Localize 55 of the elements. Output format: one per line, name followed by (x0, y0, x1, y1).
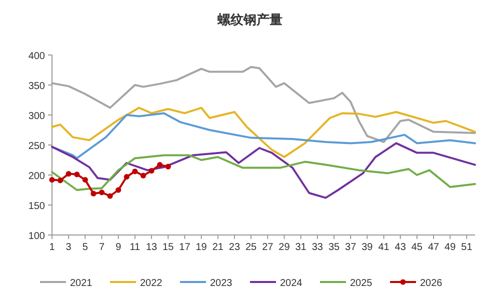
y-tick-label: 350 (28, 81, 46, 92)
x-tick-label: 3 (66, 242, 72, 253)
point (82, 177, 88, 183)
x-tick-label: 31 (295, 242, 307, 253)
point (49, 177, 55, 183)
point (66, 171, 72, 177)
point (98, 190, 105, 196)
point (124, 174, 130, 180)
x-tick-label: 43 (394, 242, 406, 253)
y-tick-label: 100 (28, 231, 46, 242)
point (74, 172, 80, 178)
x-tick-label: 35 (328, 242, 340, 253)
point (116, 187, 122, 193)
x-tick-label: 5 (82, 242, 88, 253)
point (140, 172, 146, 178)
x-tick-label: 7 (98, 242, 105, 253)
point (165, 164, 171, 170)
x-tick-label: 11 (130, 242, 141, 253)
legend-label: 2023 (210, 278, 233, 289)
x-tick-label: 23 (228, 242, 240, 253)
x-tick-label: 19 (196, 242, 208, 253)
x-tick-label: 33 (312, 242, 324, 253)
x-tick-label: 13 (146, 242, 158, 253)
x-tick-label: 9 (116, 242, 122, 253)
x-tick-label: 41 (378, 242, 390, 253)
legend-label: 2024 (280, 278, 303, 289)
x-tick-label: 17 (179, 242, 191, 253)
x-tick-label: 1 (49, 242, 56, 253)
point (57, 178, 64, 184)
x-tick-label: 25 (245, 242, 258, 253)
x-tick-label: 37 (345, 242, 357, 253)
x-tick-label: 47 (428, 242, 440, 253)
legend-label: 2021 (70, 278, 93, 289)
legend-label: 2025 (350, 278, 373, 289)
point (148, 168, 154, 174)
y-tick-label: 250 (28, 141, 46, 152)
x-tick-label: 21 (212, 242, 224, 253)
point (132, 168, 138, 174)
y-tick-label: 400 (28, 51, 46, 62)
chart-title: 螺纹钢产量 (216, 12, 282, 27)
y-tick-label: 200 (28, 171, 46, 182)
x-tick-label: 49 (444, 242, 456, 253)
x-tick-label: 39 (362, 242, 374, 253)
point (90, 190, 96, 196)
y-tick-label: 300 (28, 111, 46, 122)
x-tick-label: 51 (461, 242, 473, 253)
point (107, 193, 113, 199)
legend-label: 2026 (420, 278, 443, 289)
x-tick-label: 45 (411, 242, 423, 253)
legend-label: 2022 (140, 278, 163, 289)
x-tick-label: 27 (262, 242, 274, 253)
point (157, 162, 163, 168)
x-tick-label: 29 (278, 242, 290, 253)
y-tick-label: 150 (28, 201, 46, 212)
x-tick-label: 15 (162, 242, 174, 253)
